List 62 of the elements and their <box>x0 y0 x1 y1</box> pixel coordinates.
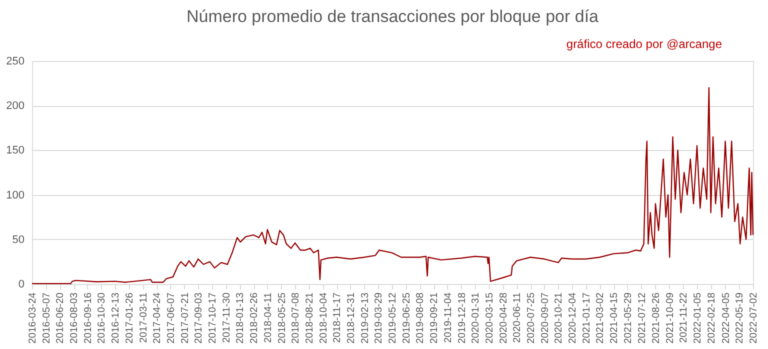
x-tick-label: 2021-05-29 <box>622 292 634 344</box>
x-tick-label: 2017-07-21 <box>180 292 191 344</box>
x-tick-label: 2019-02-13 <box>360 292 371 344</box>
x-tick-label: 2018-10-04 <box>318 292 330 344</box>
line-series <box>31 87 754 284</box>
x-tick-label: 2021-10-09 <box>664 292 676 344</box>
x-tick-label: 2017-10-17 <box>208 292 219 344</box>
x-tick-label: 2016-03-24 <box>28 292 38 344</box>
x-tick-label: 2022-01-05 <box>692 292 704 344</box>
x-tick-label: 2018-02-26 <box>249 292 260 344</box>
x-tick-label: 2017-06-07 <box>166 292 177 344</box>
x-tick-label: 2020-03-15 <box>484 292 496 344</box>
x-tick-label: 2016-05-07 <box>41 292 52 344</box>
x-tick-label: 2016-09-16 <box>82 292 94 344</box>
x-tick-label: 2021-11-22 <box>678 292 690 343</box>
x-tick-label: 2019-03-29 <box>374 292 385 344</box>
x-tick-label: 2019-12-18 <box>456 292 468 344</box>
x-tick-label: 2022-07-02 <box>748 292 760 344</box>
y-tick-label: 150 <box>6 144 24 157</box>
x-tick-label: 2019-08-08 <box>415 292 426 344</box>
x-tick-label: 2021-03-02 <box>595 292 606 344</box>
x-tick-label: 2016-12-13 <box>110 292 122 344</box>
x-tick-label: 2018-08-21 <box>304 292 316 344</box>
x-tick-label: 2022-02-18 <box>706 292 718 344</box>
text: gráfico creado por @arcange <box>566 37 722 51</box>
x-tick-label: 2016-10-30 <box>96 292 108 344</box>
x-tick-label: 2018-12-31 <box>346 292 357 344</box>
x-tick-label: 2020-04-28 <box>498 292 510 344</box>
x-tick-label: 2019-09-21 <box>429 292 440 344</box>
x-tick-label: 2019-11-04 <box>442 292 454 343</box>
x-tick-label: 2017-04-24 <box>152 292 164 344</box>
y-tick-label: 250 <box>6 56 24 68</box>
x-tick-label: 2019-05-12 <box>388 292 399 344</box>
x-tick-label: 2021-08-26 <box>650 292 662 344</box>
x-tick-label: 2018-04-11 <box>262 292 274 343</box>
y-tick-label: 100 <box>6 189 24 202</box>
y-tick-label: 0 <box>18 278 24 290</box>
x-tick-label: 2018-01-13 <box>235 292 246 344</box>
chart-title: Número promedio de transacciones por bloque por día <box>186 7 600 26</box>
x-tick-label: 2017-03-11 <box>138 292 150 343</box>
x-tick-label: 2020-01-31 <box>470 292 482 344</box>
x-tick-label: 2020-10-21 <box>554 292 565 344</box>
y-tick-label: 50 <box>12 234 24 246</box>
x-tick-label: 2017-09-03 <box>194 292 205 344</box>
x-tick-label: 2016-08-03 <box>69 292 80 344</box>
x-tick-label: 2022-04-05 <box>720 292 732 344</box>
x-tick-label: 2020-12-04 <box>568 292 579 344</box>
x-tick-label: 2016-06-20 <box>55 292 66 344</box>
y-tick-label: 200 <box>6 100 24 112</box>
x-tick-label: 2019-06-25 <box>401 292 412 344</box>
x-tick-label: 2020-07-25 <box>526 292 537 344</box>
x-tick-label: 2017-01-26 <box>124 292 136 344</box>
x-tick-label: 2021-01-17 <box>581 292 592 344</box>
x-tick-label: 2020-09-07 <box>540 292 551 344</box>
x-tick-label: 2018-11-17 <box>332 292 344 343</box>
x-tick-label: 2020-06-11 <box>512 292 524 343</box>
x-tick-label: 2017-11-30 <box>221 292 232 343</box>
x-tick-label: 2018-07-08 <box>290 292 302 344</box>
x-tick-label: 2021-04-15 <box>609 292 620 344</box>
x-tick-label: 2018-05-25 <box>276 292 288 344</box>
x-tick-label: 2022-05-19 <box>734 292 746 344</box>
x-tick-label: 2021-07-12 <box>636 292 648 344</box>
